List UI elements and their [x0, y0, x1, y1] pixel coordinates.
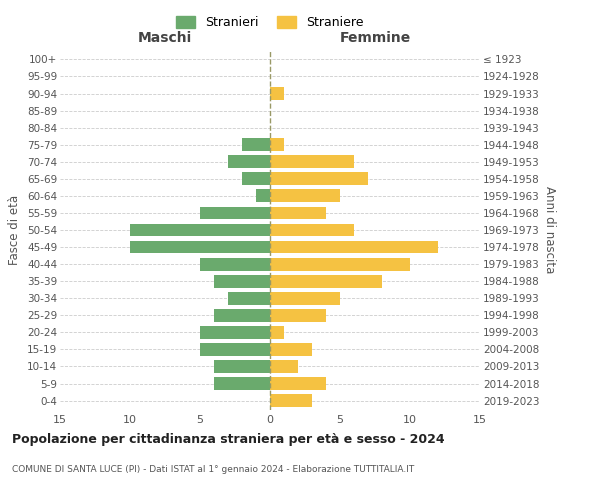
Bar — [270, 394, 312, 407]
Bar — [242, 138, 270, 151]
Y-axis label: Anni di nascita: Anni di nascita — [543, 186, 556, 274]
Bar — [214, 377, 270, 390]
Bar — [270, 292, 340, 304]
Bar — [200, 326, 270, 339]
Bar — [270, 156, 354, 168]
Y-axis label: Fasce di età: Fasce di età — [8, 195, 22, 265]
Bar — [270, 240, 438, 254]
Bar — [214, 360, 270, 373]
Bar — [214, 275, 270, 287]
Bar — [256, 190, 270, 202]
Bar — [200, 206, 270, 220]
Bar — [270, 138, 284, 151]
Bar — [270, 343, 312, 356]
Bar — [270, 360, 298, 373]
Text: COMUNE DI SANTA LUCE (PI) - Dati ISTAT al 1° gennaio 2024 - Elaborazione TUTTITA: COMUNE DI SANTA LUCE (PI) - Dati ISTAT a… — [12, 466, 414, 474]
Bar — [270, 326, 284, 339]
Bar — [270, 190, 340, 202]
Text: Popolazione per cittadinanza straniera per età e sesso - 2024: Popolazione per cittadinanza straniera p… — [12, 432, 445, 446]
Bar — [130, 224, 270, 236]
Bar — [270, 224, 354, 236]
Bar — [270, 87, 284, 100]
Text: Femmine: Femmine — [340, 31, 410, 45]
Bar — [270, 258, 410, 270]
Bar — [214, 309, 270, 322]
Bar — [200, 343, 270, 356]
Bar — [130, 240, 270, 254]
Bar — [270, 206, 326, 220]
Text: Maschi: Maschi — [138, 31, 192, 45]
Bar — [228, 156, 270, 168]
Bar — [270, 275, 382, 287]
Legend: Stranieri, Straniere: Stranieri, Straniere — [172, 11, 368, 34]
Bar — [200, 258, 270, 270]
Bar — [270, 377, 326, 390]
Bar — [228, 292, 270, 304]
Bar — [242, 172, 270, 185]
Bar — [270, 172, 368, 185]
Bar — [270, 309, 326, 322]
